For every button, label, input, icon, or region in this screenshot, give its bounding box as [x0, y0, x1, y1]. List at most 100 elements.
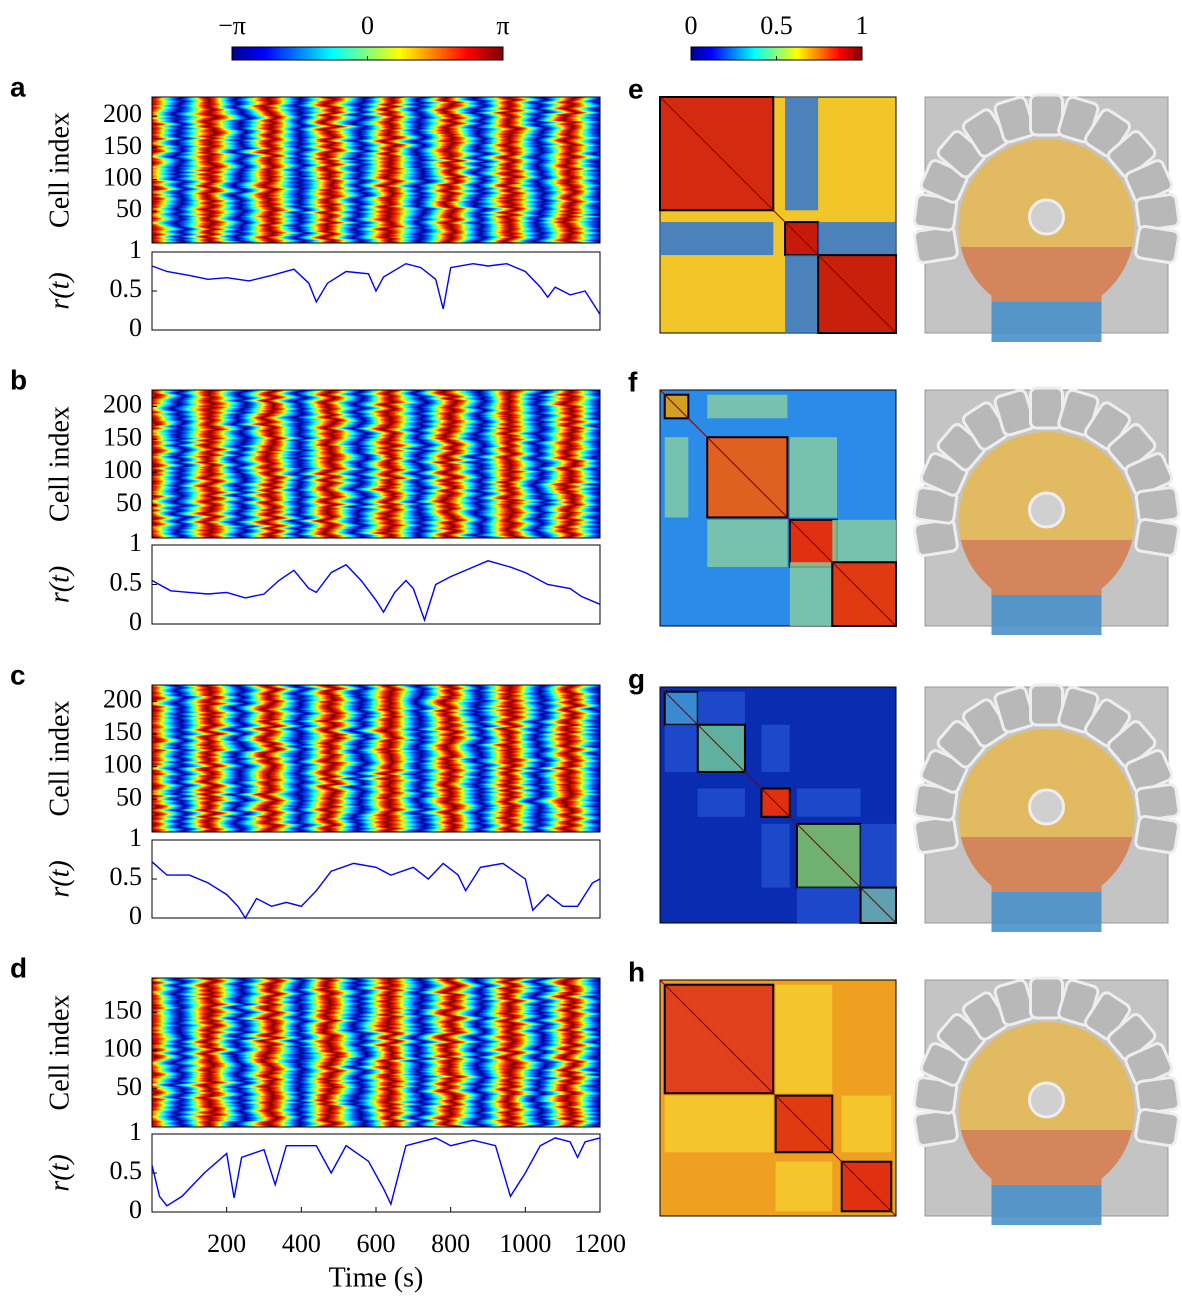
y-axis-label: Cell index — [44, 995, 75, 1111]
center-hole — [1030, 790, 1064, 824]
matrix-offblock — [790, 437, 837, 517]
y-axis-label: r(t) — [44, 1154, 75, 1191]
y-tick-label: 1 — [129, 823, 142, 852]
y-tick-label: 150 — [103, 995, 142, 1024]
matrix-offblock — [842, 1096, 892, 1153]
raster-heatmap — [132, 370, 620, 558]
y-tick-label: 150 — [103, 422, 142, 451]
x-tick-label: 200 — [207, 1229, 246, 1258]
matrix-offblock — [660, 222, 773, 255]
y-tick-label: 1 — [129, 235, 142, 264]
colorbar-tick-label: 1 — [856, 11, 869, 40]
raster-stripes — [132, 77, 620, 263]
matrix-offblock — [761, 725, 789, 772]
y-axis-label: r(t) — [44, 860, 75, 897]
y-axis-label: r(t) — [44, 566, 75, 603]
figure: −π0π00.5150100150200Cell indexa00.51r(t)… — [0, 0, 1182, 1304]
raster-pattern — [132, 665, 620, 852]
matrix-offblock — [665, 437, 689, 517]
y-tick-label: 50 — [116, 194, 142, 223]
trap-wall — [1135, 519, 1180, 557]
trap-wall — [914, 226, 959, 264]
y-tick-label: 0 — [129, 313, 142, 342]
raster-stripes — [132, 370, 620, 558]
plot-frame — [152, 840, 600, 918]
x-tick-label: 1200 — [574, 1229, 626, 1258]
y-tick-label: 0.5 — [110, 274, 143, 303]
matrix-offblock — [818, 222, 896, 255]
colorbar-tick-label: −π — [218, 11, 246, 40]
panel-letter: d — [10, 952, 27, 983]
trap-wall — [1135, 226, 1180, 264]
matrix-offblock — [785, 97, 818, 210]
matrix-offblock — [707, 520, 787, 567]
raster-stripes — [132, 665, 620, 852]
panel-letter: e — [628, 73, 644, 104]
x-tick-label: 600 — [357, 1229, 396, 1258]
y-tick-label: 1 — [129, 528, 142, 557]
panel-letter: c — [10, 659, 26, 690]
y-tick-label: 150 — [103, 131, 142, 160]
y-tick-label: 200 — [103, 99, 142, 128]
y-tick-label: 1 — [129, 1117, 142, 1146]
y-tick-label: 0.5 — [110, 862, 143, 891]
raster-pattern — [132, 77, 620, 263]
y-tick-label: 200 — [103, 389, 142, 418]
trap-wall — [1135, 1109, 1180, 1147]
y-tick-label: 50 — [116, 488, 142, 517]
y-tick-label: 0.5 — [110, 1156, 143, 1185]
x-tick-label: 1000 — [499, 1229, 551, 1258]
y-axis-label: Cell index — [44, 406, 75, 522]
matrix-offblock — [797, 888, 861, 923]
y-tick-label: 100 — [103, 162, 142, 191]
y-axis-label: Cell index — [44, 112, 75, 228]
trap-wall — [1136, 194, 1180, 231]
colorbar-tick-label: 0.5 — [760, 11, 793, 40]
center-hole — [1030, 493, 1064, 527]
y-tick-label: 50 — [116, 1072, 142, 1101]
y-tick-label: 100 — [103, 455, 142, 484]
matrix-offblock — [776, 985, 833, 1094]
panel-letter: b — [10, 364, 27, 395]
y-axis-label: Cell index — [44, 701, 75, 817]
y-tick-label: 150 — [103, 717, 142, 746]
trap-wall — [914, 1109, 959, 1147]
raster-heatmap — [132, 665, 620, 852]
colorbar-tick-label: π — [496, 11, 509, 40]
matrix-offblock — [761, 824, 789, 888]
raster-stripes — [132, 958, 620, 1147]
center-hole — [1030, 200, 1064, 234]
x-tick-label: 400 — [282, 1229, 321, 1258]
raster-pattern — [132, 370, 620, 558]
panel-letter: f — [628, 366, 638, 397]
matrix-offblock — [790, 562, 837, 626]
matrix-offblock — [707, 395, 787, 419]
x-axis-label: Time (s) — [329, 1262, 424, 1293]
y-tick-label: 0 — [129, 1195, 142, 1224]
matrix-offblock — [776, 1162, 833, 1212]
y-tick-label: 0.5 — [110, 567, 143, 596]
raster-heatmap — [132, 77, 620, 263]
trap-wall — [914, 519, 959, 557]
matrix-offblock — [665, 1096, 774, 1153]
matrix-offblock — [785, 255, 818, 333]
panel-letter: h — [628, 956, 645, 987]
trap-wall — [1136, 784, 1180, 821]
matrix-offblock — [861, 824, 896, 888]
y-tick-label: 100 — [103, 750, 142, 779]
panel-letter: g — [628, 663, 645, 694]
panel-letter: a — [10, 71, 26, 102]
colorbar-tick-label: 0 — [685, 11, 698, 40]
y-tick-label: 200 — [103, 684, 142, 713]
y-tick-label: 0 — [129, 607, 142, 636]
y-tick-label: 50 — [116, 782, 142, 811]
plot-frame — [152, 1134, 600, 1212]
trap-wall — [1135, 816, 1180, 854]
center-hole — [1030, 1083, 1064, 1117]
y-tick-label: 0 — [129, 901, 142, 930]
matrix-offblock — [698, 788, 745, 816]
colorbar-tick-label: 0 — [361, 11, 374, 40]
y-tick-label: 100 — [103, 1034, 142, 1063]
trap-wall — [1136, 487, 1180, 524]
trap-wall — [1136, 1077, 1180, 1114]
